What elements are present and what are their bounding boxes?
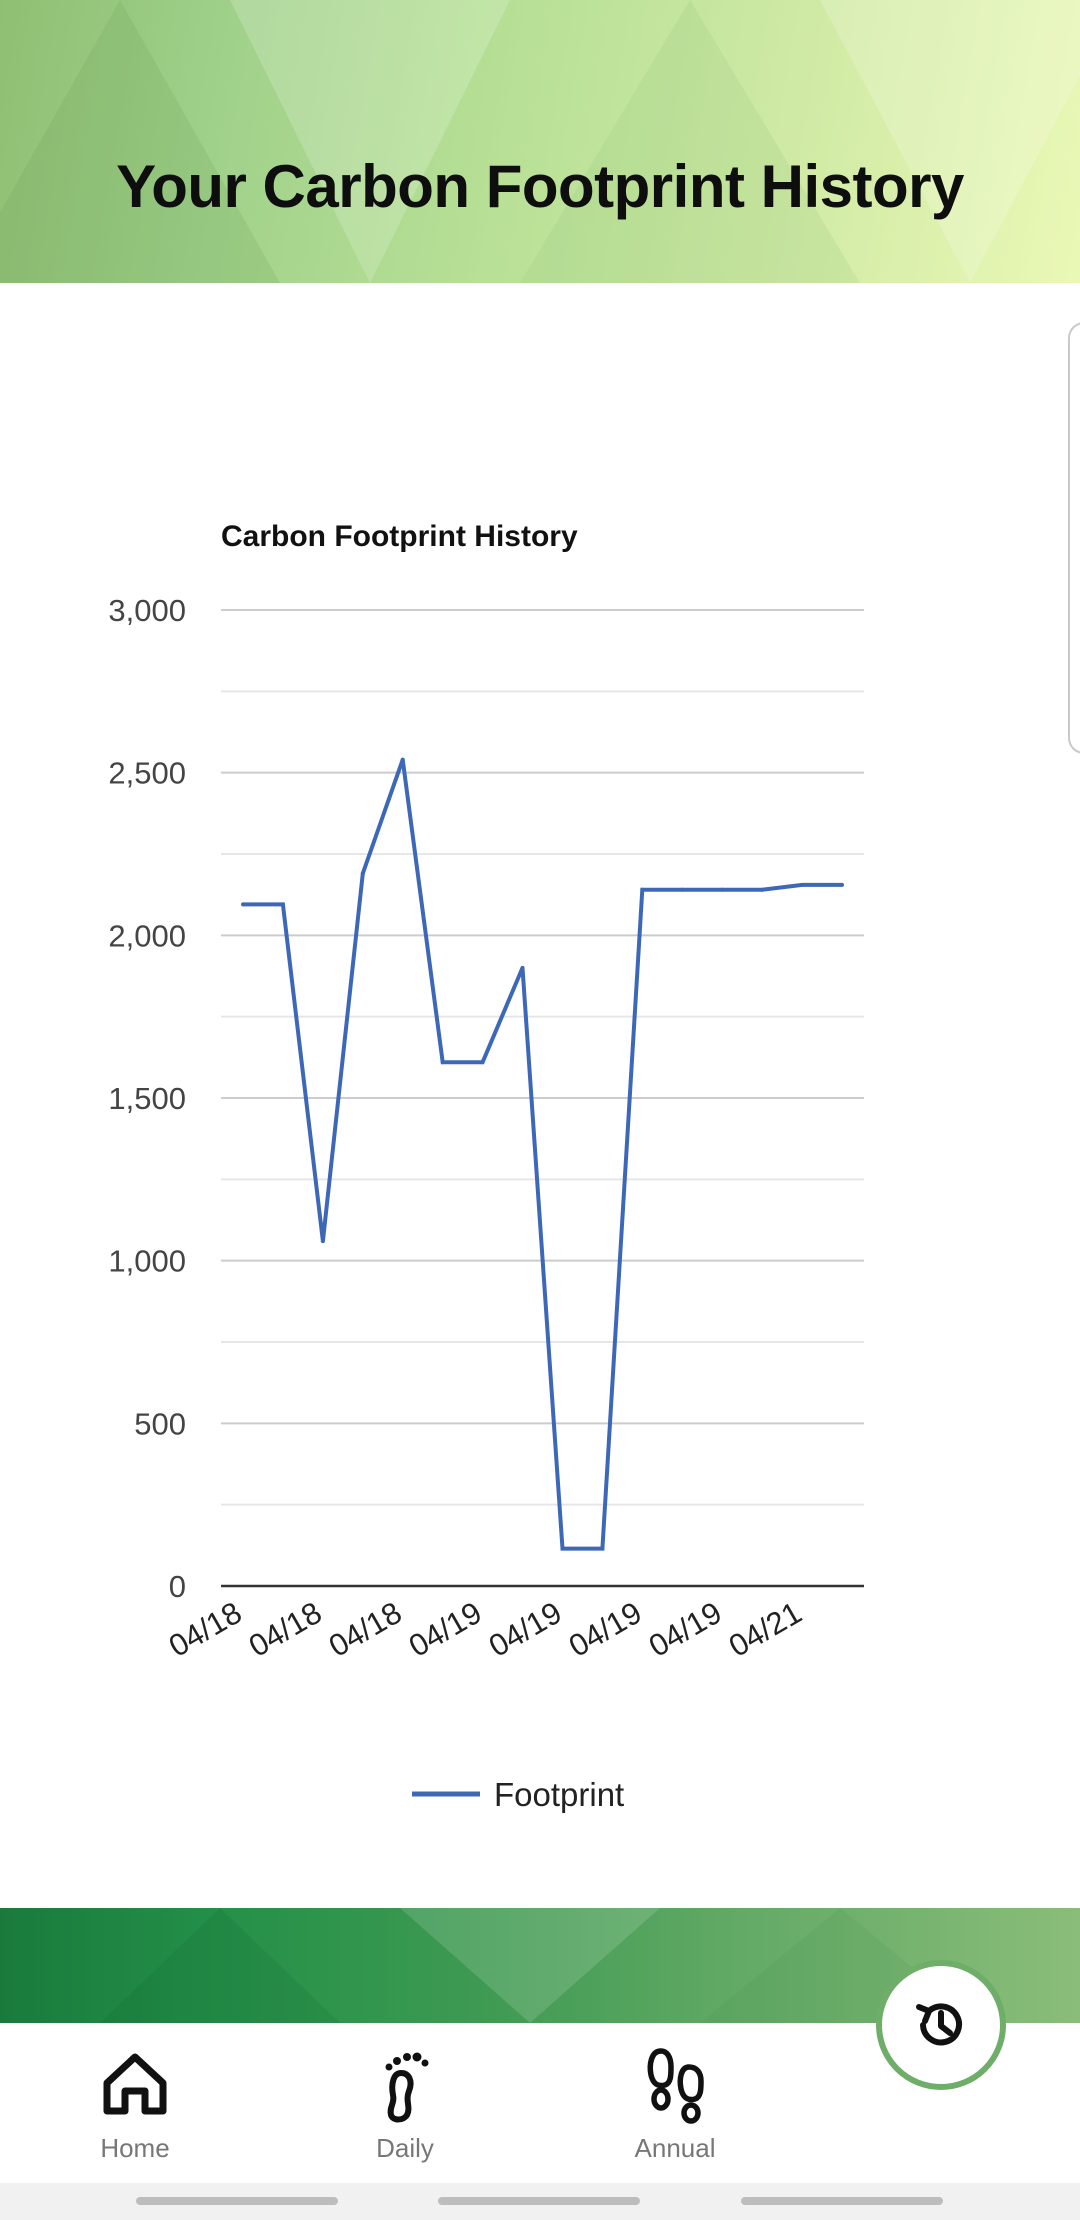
gesture-pill (741, 2197, 943, 2205)
legend-label-footprint: Footprint (494, 1776, 624, 1813)
data-point (360, 871, 365, 876)
banner-facet (100, 1908, 340, 2023)
x-tick-label: 04/19 (483, 1595, 568, 1664)
chart-legend[interactable]: Footprint (412, 1776, 624, 1813)
data-point (280, 902, 285, 907)
nav-item-annual[interactable]: Annual (575, 2023, 775, 2183)
x-tick-label: 04/18 (163, 1595, 248, 1664)
x-tick-label: 04/18 (323, 1595, 408, 1664)
x-tick-label: 04/19 (563, 1595, 648, 1664)
banner-facet (230, 0, 510, 283)
chart-container: Carbon Footprint History 0 500 1,000 1,500 2… (0, 283, 1080, 1908)
page-title: Your Carbon Footprint History (116, 153, 964, 220)
banner-facet (0, 0, 280, 283)
header-banner: Your Carbon Footprint History (0, 0, 1080, 283)
data-point (760, 887, 765, 892)
history-icon (916, 2003, 962, 2046)
line-chart: Carbon Footprint History 0 500 1,000 1,500 2… (108, 520, 864, 1813)
data-point (720, 887, 725, 892)
data-point (600, 1546, 605, 1551)
data-point (680, 887, 685, 892)
banner-facet (400, 1908, 660, 2023)
y-tick-label: 3,000 (108, 593, 186, 628)
data-point (800, 882, 805, 887)
data-point (480, 1060, 485, 1065)
x-tick-label: 04/21 (723, 1595, 808, 1664)
system-gesture-bar (0, 2183, 1080, 2220)
history-fab-button[interactable] (876, 1960, 1006, 2090)
gesture-pill (438, 2197, 640, 2205)
data-point (640, 887, 645, 892)
y-tick-label: 1,000 (108, 1244, 186, 1279)
data-point (320, 1239, 325, 1244)
data-point (440, 1060, 445, 1065)
y-tick-label: 1,500 (108, 1081, 186, 1116)
nav-item-home[interactable]: Home (35, 2023, 235, 2183)
banner-facet (520, 0, 860, 283)
y-tick-label: 500 (134, 1406, 186, 1441)
y-axis-ticks: 0 500 1,000 1,500 2,000 2,500 3,000 (108, 593, 186, 1604)
x-tick-label: 04/19 (643, 1595, 728, 1664)
data-point (840, 882, 844, 887)
footsteps-icon (647, 2048, 704, 2124)
y-tick-label: 2,000 (108, 918, 186, 953)
x-tick-label: 04/18 (243, 1595, 328, 1664)
nav-label-daily: Daily (376, 2133, 434, 2163)
nav-item-daily[interactable]: Daily (305, 2023, 505, 2183)
data-point (560, 1546, 565, 1551)
series-points (241, 757, 844, 1551)
footprint-icon (385, 2052, 429, 2123)
y-tick-label: 2,500 (108, 756, 186, 791)
y-tick-label: 0 (169, 1569, 186, 1604)
data-point (241, 902, 245, 907)
data-point (400, 757, 405, 762)
gesture-pill (136, 2197, 338, 2205)
home-icon (103, 2053, 167, 2115)
banner-facet (820, 0, 1080, 283)
x-tick-label: 04/19 (403, 1595, 488, 1664)
chart-gridlines (221, 609, 864, 1506)
nav-label-annual: Annual (634, 2133, 716, 2163)
data-point (520, 965, 525, 970)
chart-title: Carbon Footprint History (221, 520, 578, 553)
nav-label-home: Home (100, 2133, 170, 2163)
series-line-footprint (243, 759, 842, 1551)
